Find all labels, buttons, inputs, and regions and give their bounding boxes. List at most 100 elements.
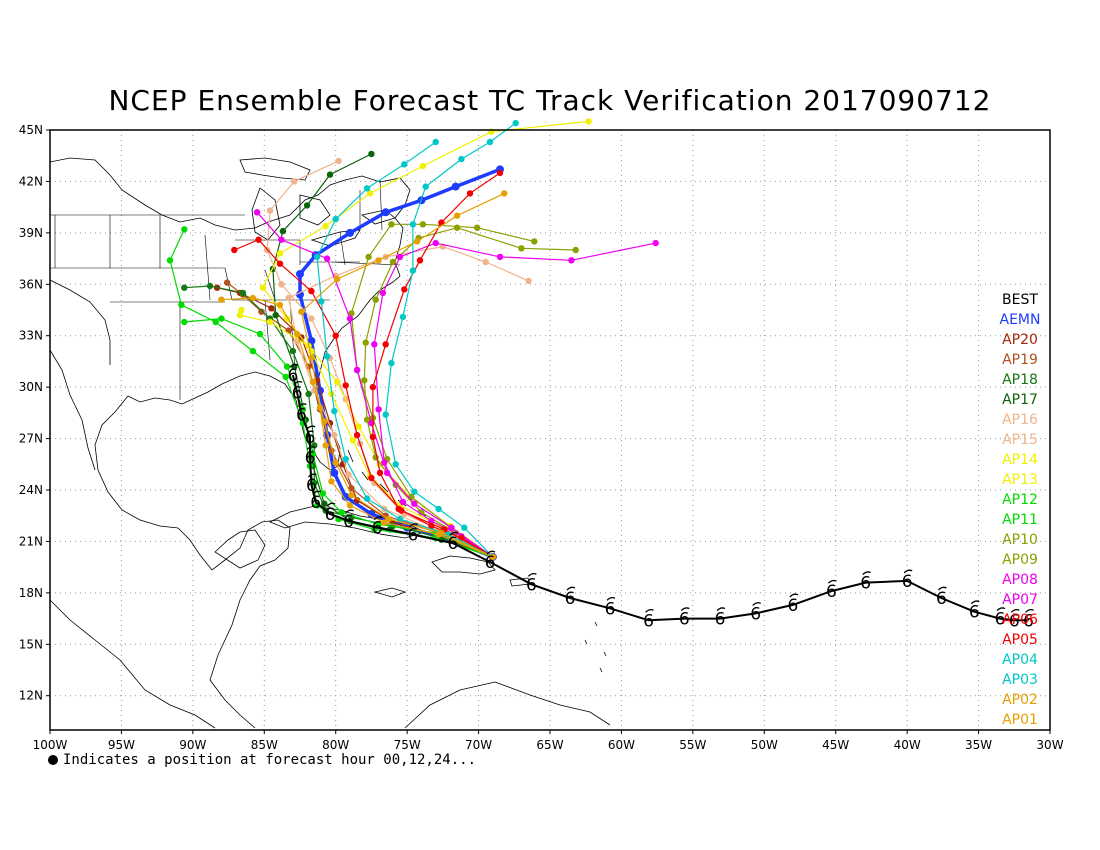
track-point bbox=[366, 190, 374, 197]
track-point bbox=[218, 315, 225, 322]
hurricane-symbol-icon: 6 bbox=[605, 599, 616, 619]
track-point bbox=[342, 455, 349, 463]
track-point bbox=[308, 287, 315, 295]
track-point bbox=[448, 524, 455, 531]
track-point bbox=[531, 238, 538, 245]
track-point bbox=[362, 339, 369, 346]
track-point bbox=[376, 469, 384, 477]
track-point bbox=[338, 509, 345, 516]
track-point bbox=[496, 253, 504, 261]
track-point bbox=[525, 277, 532, 285]
track-point bbox=[399, 313, 407, 321]
y-tick-label: 39N bbox=[19, 226, 43, 240]
track-point bbox=[388, 221, 395, 228]
hurricane-symbol-icon: 6 bbox=[787, 596, 798, 616]
y-tick-label: 30N bbox=[19, 380, 43, 394]
track-point bbox=[432, 138, 439, 146]
track-point bbox=[333, 378, 341, 386]
track-point bbox=[309, 378, 317, 386]
track-point bbox=[309, 450, 317, 458]
hurricane-symbol-icon: 6 bbox=[902, 572, 913, 592]
track-point bbox=[259, 284, 267, 291]
hurricane-symbol-icon: 6 bbox=[325, 505, 336, 525]
track-point bbox=[323, 255, 331, 262]
legend-item-ap14: AP14 bbox=[1002, 452, 1038, 468]
track-point bbox=[353, 431, 361, 439]
track-point bbox=[268, 305, 275, 312]
track-point bbox=[369, 383, 377, 391]
track-point bbox=[238, 306, 245, 314]
x-tick-label: 75W bbox=[394, 738, 421, 752]
legend-item-ap17: AP17 bbox=[1002, 392, 1038, 408]
legend-item-ap01: AP01 bbox=[1002, 712, 1038, 728]
track-point bbox=[291, 178, 298, 185]
track-point bbox=[348, 485, 355, 492]
legend-item-ap05: AP05 bbox=[1002, 632, 1038, 648]
track-point bbox=[166, 257, 174, 264]
track-point bbox=[322, 442, 329, 449]
hurricane-symbol-tail bbox=[1010, 608, 1020, 613]
hurricane-symbol-icon: 6 bbox=[715, 610, 726, 630]
track-point bbox=[328, 478, 335, 485]
track-point bbox=[249, 294, 257, 302]
hurricane-symbol-icon: 6 bbox=[292, 383, 303, 403]
hurricane-symbol-icon: 6 bbox=[995, 610, 1006, 630]
x-tick-label: 50W bbox=[751, 738, 778, 752]
track-ap10 bbox=[361, 224, 579, 561]
y-tick-label: 45N bbox=[19, 123, 43, 137]
islands-lesser-antilles bbox=[584, 621, 607, 673]
hurricane-symbol-tail bbox=[862, 571, 872, 576]
legend-item-best: BEST bbox=[1002, 292, 1038, 308]
track-point bbox=[223, 279, 231, 286]
track-point bbox=[178, 301, 185, 309]
track-point bbox=[346, 228, 354, 237]
hurricane-symbol-icon: 6 bbox=[306, 476, 317, 496]
track-point bbox=[341, 492, 350, 501]
legend-item-ap03: AP03 bbox=[1002, 672, 1038, 688]
track-point bbox=[473, 224, 481, 231]
track-point bbox=[416, 257, 424, 264]
y-tick-label: 18N bbox=[19, 586, 43, 600]
hurricane-symbol-tail bbox=[1025, 608, 1034, 613]
track-line-ap10 bbox=[363, 227, 576, 558]
track-point bbox=[330, 468, 339, 477]
hurricane-symbol-tail bbox=[297, 403, 307, 408]
hurricane-symbol-icon: 6 bbox=[305, 428, 316, 448]
track-line-ap09 bbox=[350, 223, 535, 558]
track-point bbox=[308, 354, 315, 362]
track-point bbox=[266, 318, 274, 326]
hurricane-symbol-tail bbox=[449, 531, 459, 536]
track-point bbox=[501, 190, 508, 197]
hurricane-symbol-tail bbox=[345, 509, 354, 514]
hurricane-symbol-tail bbox=[527, 572, 537, 577]
track-point bbox=[382, 411, 389, 418]
hurricane-symbol-tail bbox=[645, 608, 654, 613]
track-point bbox=[396, 253, 404, 261]
track-point bbox=[353, 366, 361, 374]
legend-item-aemn: AEMN bbox=[999, 312, 1041, 328]
hurricane-symbol-tail bbox=[903, 569, 913, 574]
track-point bbox=[585, 118, 592, 125]
coastline-south-america bbox=[404, 681, 611, 729]
track-point bbox=[461, 524, 468, 531]
track-point bbox=[413, 238, 421, 245]
track-ap01 bbox=[218, 294, 497, 561]
x-tick-label: 55W bbox=[679, 738, 706, 752]
axis-ticks: 100W 95W 90W 85W 80W 75W 70W 65W 60W 55W 50W 45W 40W… bbox=[19, 123, 1064, 752]
track-point bbox=[298, 308, 305, 315]
hurricane-symbol-tail bbox=[373, 516, 383, 521]
footnote-text: Indicates a position at forecast hour 00… bbox=[63, 752, 477, 768]
legend-item-ap18: AP18 bbox=[1002, 372, 1038, 388]
coastline-mexico-west bbox=[49, 279, 111, 365]
track-point bbox=[371, 341, 378, 348]
track-point bbox=[346, 315, 354, 322]
track-point bbox=[272, 311, 279, 319]
track-point bbox=[375, 521, 382, 528]
legend-item-ap16: AP16 bbox=[1002, 412, 1038, 428]
track-point bbox=[283, 363, 291, 370]
track-point bbox=[276, 301, 284, 309]
track-point bbox=[422, 183, 429, 190]
track-point bbox=[305, 390, 312, 398]
track-point bbox=[313, 253, 321, 261]
hurricane-symbol-tail bbox=[566, 586, 576, 591]
